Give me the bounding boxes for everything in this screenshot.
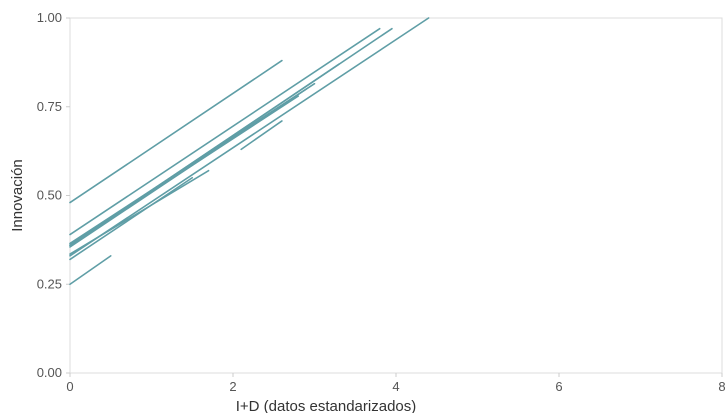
series-line-2 <box>69 27 381 236</box>
series-line-12 <box>240 120 283 151</box>
y-tick-label: 0.75 <box>37 99 62 114</box>
x-tick-label: 6 <box>555 379 562 394</box>
series-line-1 <box>69 59 283 204</box>
y-tick-label: 1.00 <box>37 10 62 25</box>
series-line-10 <box>69 169 210 255</box>
y-axis-title: Innovación <box>9 159 26 232</box>
series-line-4 <box>69 17 430 257</box>
axes <box>66 17 723 377</box>
series-line-11 <box>69 255 112 286</box>
x-tick-label: 2 <box>229 379 236 394</box>
x-tick-label: 0 <box>66 379 73 394</box>
y-tick-label: 0.25 <box>37 276 62 291</box>
x-tick-label: 8 <box>718 379 725 394</box>
series-line-9 <box>69 176 194 261</box>
series-group <box>69 17 430 286</box>
y-tick-label: 0.00 <box>37 365 62 380</box>
y-tick-label: 0.50 <box>37 188 62 203</box>
x-axis-title: I+D (datos estandarizados) <box>236 398 417 413</box>
series-line-8 <box>69 95 300 246</box>
tick-labels: 0 2 4 6 8 0.00 0.25 0.50 0.75 1.00 <box>37 10 725 394</box>
x-tick-label: 4 <box>392 379 399 394</box>
